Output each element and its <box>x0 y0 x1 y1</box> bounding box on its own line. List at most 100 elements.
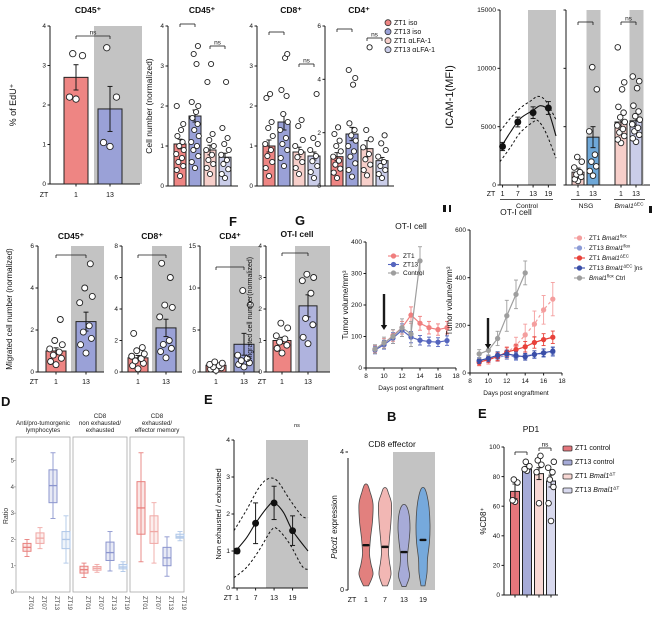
x-tick-label: 18 <box>558 378 566 385</box>
data-point <box>620 79 628 86</box>
panel-a4: 0 2 4 6 ns CD4⁺ <box>317 5 394 190</box>
series-point <box>540 307 547 313</box>
y-tick-label: 0 <box>492 182 496 189</box>
data-point <box>221 174 229 182</box>
data-point <box>112 93 121 101</box>
x-cat-label: ZT01 <box>84 596 90 611</box>
data-point <box>526 462 533 470</box>
data-point <box>375 153 382 160</box>
data-point <box>280 162 288 170</box>
data-point <box>191 164 199 172</box>
series-point <box>540 336 547 343</box>
legend-dot <box>384 28 392 36</box>
data-point <box>629 73 637 80</box>
data-point <box>159 340 167 348</box>
series-point <box>408 331 414 337</box>
data-point <box>533 468 540 476</box>
data-point <box>310 134 317 142</box>
data-point <box>203 164 210 172</box>
data-point <box>535 499 543 507</box>
data-point <box>350 81 357 88</box>
data-point <box>58 341 66 349</box>
series-point <box>426 325 432 331</box>
y-tick-label: 3 <box>258 275 262 282</box>
panel-title: CD45⁺ <box>58 231 85 241</box>
y-tick-label: 1 <box>11 564 15 570</box>
x-tick-label: 10 <box>485 378 493 385</box>
series-point <box>485 355 492 361</box>
data-point <box>269 132 276 140</box>
x-tick-label: 13 <box>82 379 90 386</box>
legend-label: ZT1 Bmal1flox <box>589 234 627 243</box>
panel-letter-E: E <box>204 392 213 407</box>
data-point <box>362 156 369 163</box>
x-cat-label: ZT01 <box>141 596 147 611</box>
data-point <box>188 138 195 146</box>
y-tick-label: 1 <box>226 548 230 555</box>
data-point <box>178 154 185 162</box>
data-point <box>188 98 195 106</box>
panel-letter-D: D <box>1 394 11 409</box>
data-point <box>131 357 139 365</box>
data-point <box>348 173 356 180</box>
data-point <box>586 167 594 175</box>
mean-point <box>289 527 297 535</box>
series-point <box>417 258 423 264</box>
series-point <box>522 270 528 276</box>
data-point <box>283 341 291 349</box>
box <box>162 546 172 567</box>
data-point <box>630 102 637 109</box>
data-point <box>210 142 217 150</box>
data-point <box>360 166 367 174</box>
data-point <box>208 60 215 68</box>
y-axis-label: Migrated cell number(normalized) <box>247 257 254 361</box>
data-point <box>636 116 644 123</box>
series-point <box>494 352 501 359</box>
y-tick-label: 0 <box>11 590 15 596</box>
data-point <box>176 142 183 150</box>
x-tick-label: 1 <box>214 379 218 386</box>
data-point <box>225 146 232 154</box>
y-tick-label: 4 <box>317 77 321 84</box>
data-point <box>337 165 344 172</box>
y-tick-label: 100 <box>351 334 362 341</box>
data-point <box>631 112 639 120</box>
y-tick-label: 100 <box>489 444 500 451</box>
data-point <box>550 483 557 491</box>
panel-letter-G: G <box>295 213 306 228</box>
series-point <box>531 339 538 346</box>
y-axis-label: %CD8⁺ <box>479 507 488 534</box>
data-point <box>345 142 352 150</box>
x-cat-label: ZT13 <box>110 596 116 611</box>
data-point <box>634 124 642 132</box>
panel-title: OT-I cell <box>500 207 532 217</box>
series-point <box>504 313 510 319</box>
x-tick-label: 13 <box>589 191 597 198</box>
y-tick-label: 2 <box>30 327 34 334</box>
violin <box>377 487 393 587</box>
mean-point <box>270 499 278 507</box>
ci-upper-curve <box>499 95 557 132</box>
series-point <box>435 339 441 345</box>
y-tick-label: 4 <box>226 437 230 444</box>
data-point <box>223 78 230 86</box>
x-tick-label: 1 <box>501 191 505 198</box>
data-point <box>284 324 292 332</box>
series-point <box>390 333 396 340</box>
data-point <box>234 351 242 359</box>
x-cat-label: ZT19 <box>123 596 129 611</box>
data-point <box>363 172 371 179</box>
data-point <box>157 348 165 355</box>
x-tick-label: 13 <box>270 595 278 602</box>
y-tick-label: 15000 <box>477 7 496 14</box>
data-point <box>267 90 274 98</box>
data-point <box>134 365 142 373</box>
y-tick-label: 4 <box>160 23 164 30</box>
series-point <box>444 325 450 331</box>
cropped-letter-mark <box>649 206 652 213</box>
data-point <box>51 337 59 344</box>
median-mark <box>381 545 389 549</box>
data-point <box>190 146 197 154</box>
